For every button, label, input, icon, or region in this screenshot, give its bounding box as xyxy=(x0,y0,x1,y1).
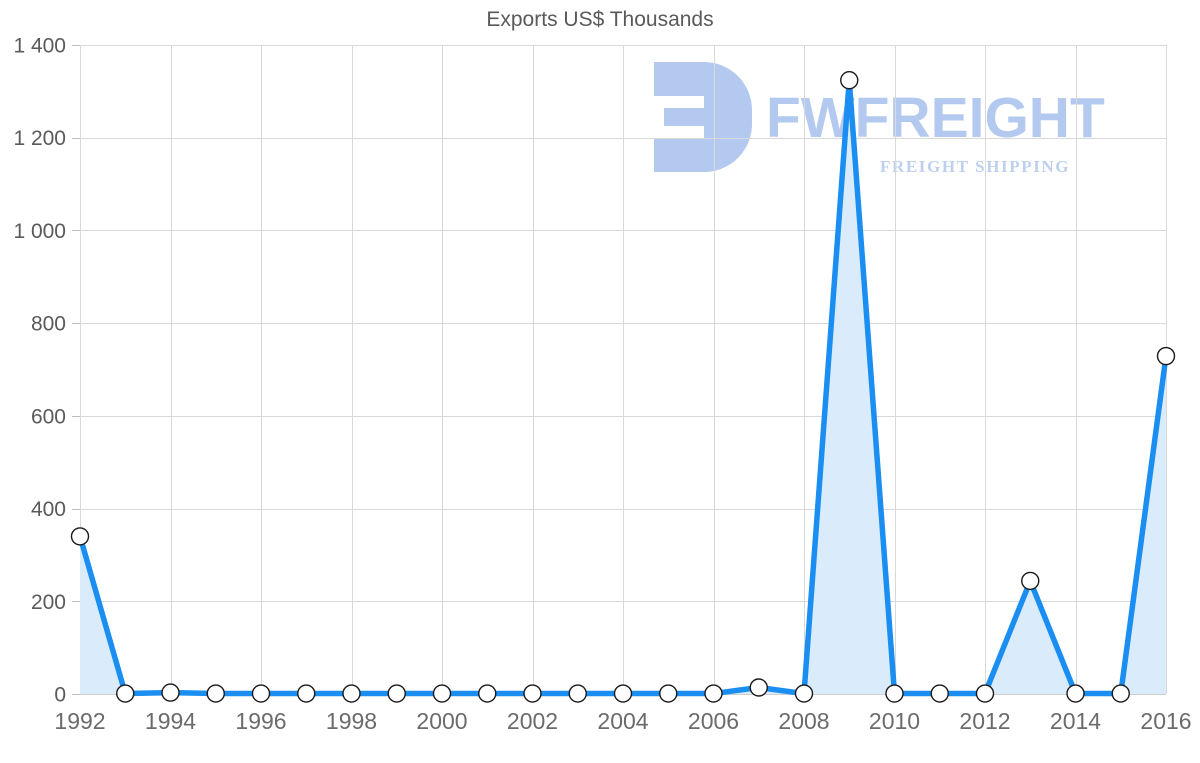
data-point-marker[interactable]: 2015: 1 xyxy=(1111,684,1130,703)
data-point-marker[interactable]: 1994: 3 xyxy=(161,683,180,702)
data-point-marker[interactable]: 2000: 1 xyxy=(432,684,452,703)
data-point-marker[interactable]: 2002: 1 xyxy=(523,684,542,703)
data-point-marker[interactable]: 1992: 340 xyxy=(70,527,90,546)
x-axis-tick-label: 1992 xyxy=(54,708,105,734)
data-point-marker[interactable]: 1997: 1 xyxy=(297,684,316,703)
y-axis-tick-label: 600 xyxy=(31,405,66,428)
vertical-gridlines xyxy=(80,45,1167,694)
data-point-marker[interactable]: 2014: 1 xyxy=(1066,684,1085,703)
chart-title: Exports US$ Thousands xyxy=(486,8,714,31)
data-point-marker[interactable]: 1995: 1 xyxy=(206,684,225,703)
data-point-marker[interactable]: 2016: 729 xyxy=(1156,346,1176,366)
y-axis-tick-label: 1 000 xyxy=(13,220,66,243)
x-axis-tick-label: 2014 xyxy=(1050,708,1101,734)
y-axis-tick-label: 400 xyxy=(31,498,66,521)
data-point-marker[interactable]: 2006: 1 xyxy=(704,684,723,703)
x-axis-labels: 1992 1994 1996 1998 2000 2002 2004 2006 2008 2010… xyxy=(54,708,1191,734)
x-axis-tick-label: 2012 xyxy=(959,708,1010,734)
data-point-marker[interactable]: 2005: 1 xyxy=(659,684,678,703)
data-point-marker[interactable]: 2013: 244 xyxy=(1021,571,1040,591)
data-point-marker[interactable]: 2010: 1 xyxy=(885,684,904,703)
data-point-marker[interactable]: 2008: 1 xyxy=(794,684,814,703)
y-axis-tick-label: 1 200 xyxy=(13,127,66,150)
data-point-marker[interactable]: 1998: 1 xyxy=(342,684,361,703)
x-axis-tick-label: 1996 xyxy=(235,708,286,734)
data-point-marker[interactable]: 2011: 1 xyxy=(930,684,949,703)
data-point-marker[interactable]: 1996: 1 xyxy=(251,684,271,703)
y-axis-tick-label: 1 400 xyxy=(13,35,66,58)
y-axis-tick-label: 200 xyxy=(31,591,66,614)
x-axis-tick-label: 2008 xyxy=(778,708,829,734)
data-point-marker[interactable]: 2009: 1324 xyxy=(840,71,859,90)
data-point-marker[interactable]: 2012: 1 xyxy=(975,684,995,703)
y-axis-tick-label: 0 xyxy=(54,684,66,707)
x-axis-tick-label: 1998 xyxy=(326,708,377,734)
data-point-marker[interactable]: 1999: 1 xyxy=(387,684,406,703)
x-axis-tick-label: 1994 xyxy=(145,708,196,734)
data-point-marker[interactable]: 2004: 1 xyxy=(613,684,633,703)
x-axis-tick-label: 2002 xyxy=(507,708,558,734)
y-axis-labels: 0 200 400 600 800 1 000 1 200 1 400 xyxy=(13,35,66,707)
x-axis-tick-label: 2000 xyxy=(416,708,467,734)
y-axis-tick-label: 800 xyxy=(31,313,66,336)
x-axis-tick-label: 2016 xyxy=(1140,708,1191,734)
x-axis-tick-label: 2004 xyxy=(597,708,648,734)
x-axis-tick-label: 2010 xyxy=(869,708,920,734)
data-point-marker[interactable]: 2007: 14 xyxy=(749,678,768,697)
x-axis-tick-label: 2006 xyxy=(688,708,739,734)
axis-tick-marks xyxy=(72,45,80,695)
data-point-marker[interactable]: 2003: 1 xyxy=(568,684,587,703)
series-markers[interactable]: 1992: 340 1993: 1 1994: 3 1995: 1 1996: 1 199… xyxy=(70,71,1176,703)
data-point-marker[interactable]: 1993: 1 xyxy=(116,684,135,703)
